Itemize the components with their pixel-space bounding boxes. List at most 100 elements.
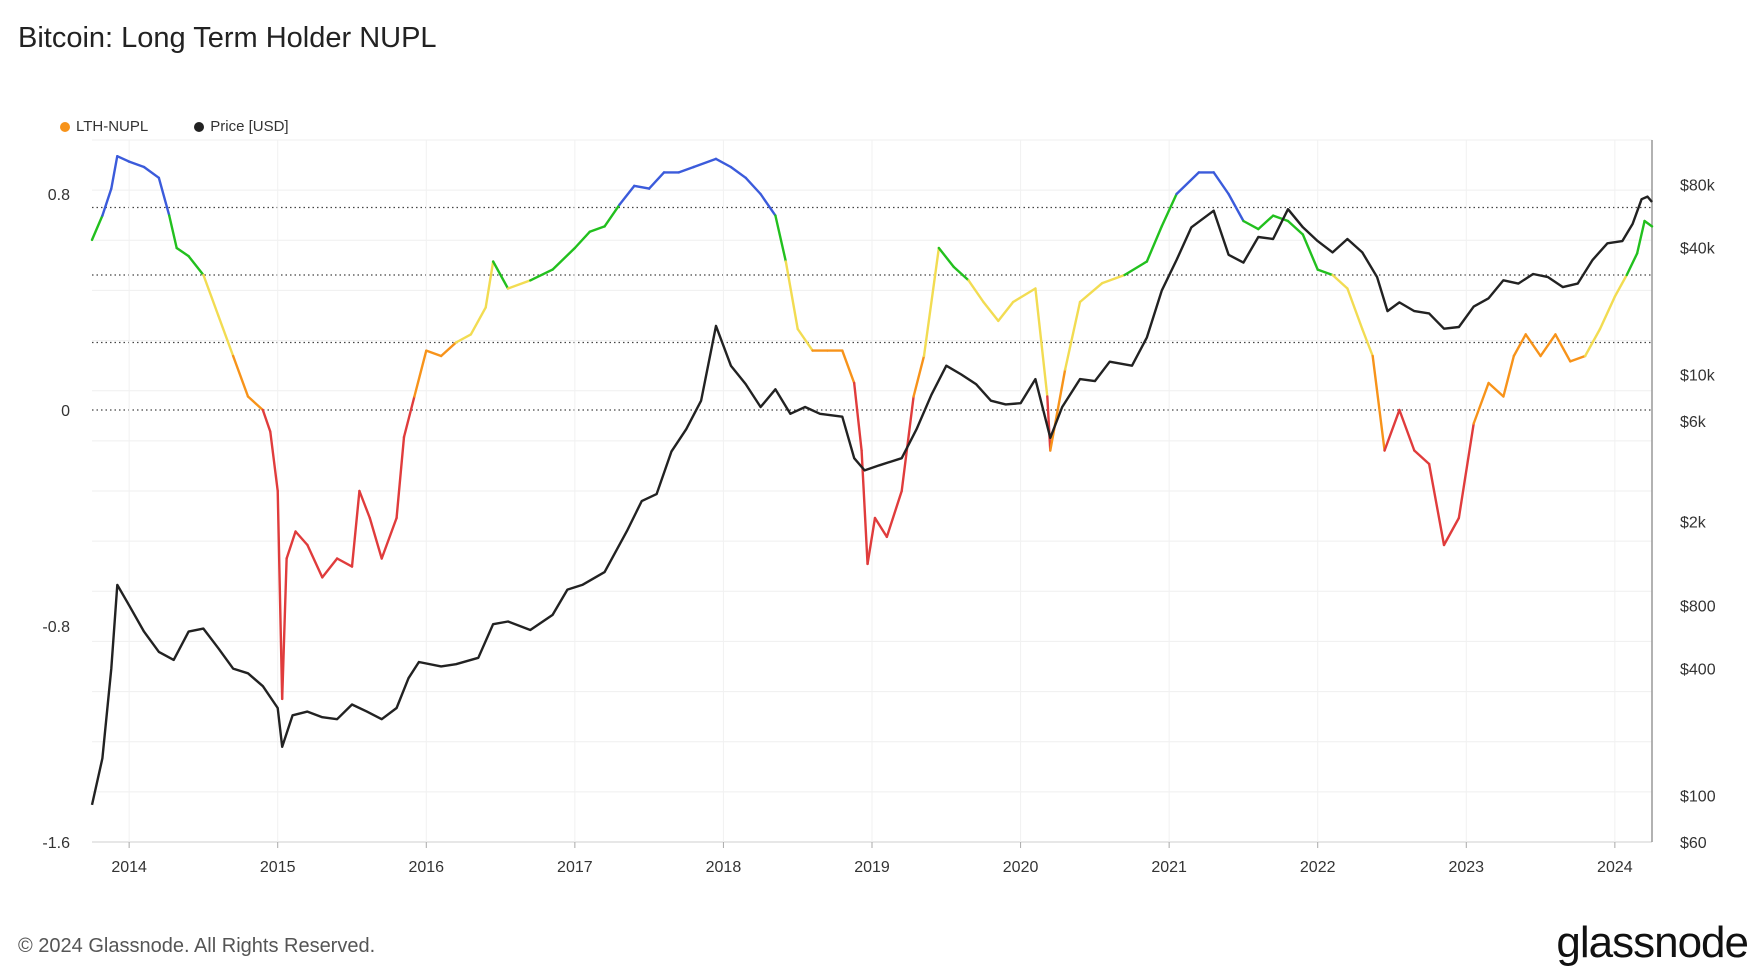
lth-nupl-segment: [1524, 333, 1542, 358]
lth-nupl-segment: [1613, 273, 1628, 298]
lth-nupl-segment: [491, 260, 510, 290]
lth-nupl-segment: [1242, 219, 1260, 231]
lth-nupl-segment: [967, 279, 985, 304]
lth-nupl-segment: [280, 557, 288, 701]
y-left-tick-label: 0.8: [48, 187, 70, 204]
legend-item-price[interactable]: Price [USD]: [194, 118, 289, 135]
lth-nupl-segment: [1442, 516, 1461, 547]
x-tick-label-2020: 2020: [1003, 859, 1039, 876]
lth-nupl-segment: [1175, 171, 1201, 196]
x-tick-label-2016: 2016: [408, 859, 444, 876]
lth-nupl-segment: [1046, 395, 1052, 452]
x-tick-label-2017: 2017: [557, 859, 593, 876]
lth-nupl-segment: [1271, 214, 1290, 223]
lth-nupl-segment: [1301, 233, 1319, 271]
lth-nupl-segment: [1598, 295, 1617, 331]
lth-nupl-segment: [335, 557, 354, 568]
lth-nupl-segment: [1123, 260, 1149, 277]
lth-nupl-segment: [1212, 171, 1230, 196]
lth-nupl-segment: [1457, 422, 1475, 520]
lth-nupl-segment: [484, 260, 495, 309]
lth-nupl-segment: [1398, 408, 1416, 452]
lth-nupl-segment: [110, 154, 119, 190]
lth-nupl-segment: [1063, 300, 1082, 371]
lth-nupl-segment: [633, 184, 651, 190]
lth-nupl-segment: [912, 354, 926, 398]
lth-nupl-segment: [1583, 327, 1602, 358]
price-usd-line: [90, 195, 1653, 806]
lth-nupl-segment: [1487, 381, 1505, 398]
lth-nupl-segment: [1331, 273, 1349, 290]
lth-nupl-segment: [922, 246, 941, 358]
lth-nupl-segment: [168, 214, 178, 250]
lth-nupl-segment: [202, 273, 220, 317]
x-tick-label-2018: 2018: [706, 859, 742, 876]
lth-nupl-segment: [1160, 192, 1178, 228]
lth-nupl-segment: [1361, 327, 1374, 358]
lth-nupl-segment: [1569, 354, 1587, 363]
lth-nupl-segment: [1502, 354, 1516, 398]
lth-nupl-segment: [551, 246, 577, 271]
lth-nupl-segment: [425, 349, 443, 358]
lth-nupl-segment: [276, 489, 284, 701]
lth-nupl-segment: [1413, 449, 1431, 466]
lth-nupl-segment: [1316, 268, 1334, 277]
lth-nupl-segment: [321, 557, 339, 579]
lth-nupl-segment: [285, 530, 297, 560]
lth-nupl-segment: [866, 516, 877, 566]
lth-nupl-segment: [413, 349, 428, 398]
lth-nupl-segment: [692, 157, 718, 169]
lth-nupl-segment: [1049, 368, 1067, 452]
lth-nupl-segment: [774, 214, 788, 263]
x-tick-label-2019: 2019: [854, 859, 890, 876]
lth-nupl-segment: [350, 489, 361, 568]
lth-nupl-segment: [358, 489, 372, 520]
lth-nupl-segment: [603, 203, 621, 228]
y-right-tick-label: $6k: [1680, 414, 1707, 431]
y-right-tick-label: $2k: [1680, 515, 1707, 532]
lth-nupl-segment: [127, 160, 146, 169]
lth-nupl-segment: [1101, 273, 1126, 285]
lth-nupl-segment: [368, 516, 383, 560]
lth-nupl-segment: [506, 279, 532, 290]
lth-nupl-segment: [744, 176, 762, 196]
lth-nupl-segment: [529, 268, 554, 282]
lth-nupl-segment: [142, 165, 161, 180]
lth-nupl-segment: [175, 246, 190, 258]
lth-nupl-segment: [573, 230, 591, 250]
lth-nupl-segment: [269, 430, 279, 493]
lth-nupl-segment: [1286, 219, 1305, 236]
lth-nupl-segment: [1011, 287, 1037, 304]
lth-nupl-segment: [469, 306, 487, 336]
chart-title: Bitcoin: Long Term Holder NUPL: [18, 22, 437, 54]
lth-nupl-segment: [1257, 214, 1275, 231]
lth-nupl-segment: [982, 300, 1000, 323]
lth-nupl-segment: [157, 176, 171, 217]
lth-nupl-segment: [217, 314, 235, 358]
lth-nupl-segment: [997, 300, 1015, 323]
x-tick-label-2024: 2024: [1597, 859, 1633, 876]
lth-nupl-segment: [852, 381, 863, 452]
lth-nupl-segment: [454, 333, 473, 344]
y-left-tick-label: -0.8: [42, 619, 70, 636]
y-right-tick-label: $10k: [1680, 367, 1716, 384]
x-tick-label-2015: 2015: [260, 859, 296, 876]
lth-nupl-segment: [841, 349, 856, 385]
lth-nupl-segment: [380, 516, 398, 560]
lth-nupl-segment: [1383, 408, 1401, 452]
lth-nupl-segment: [1472, 381, 1490, 425]
lth-nupl-segment: [1078, 281, 1104, 304]
lth-nupl-segment: [90, 214, 104, 242]
lth-nupl-segment: [647, 171, 666, 190]
lth-nupl-segment: [1635, 219, 1646, 255]
lth-nupl-segment: [1227, 192, 1245, 223]
glassnode-logo: glassnode: [1556, 918, 1749, 967]
legend-dot-lth-nupl: [60, 121, 70, 132]
lth-nupl-segment: [1371, 354, 1386, 452]
legend-item-lth-nupl[interactable]: LTH-NUPL: [60, 118, 148, 135]
lth-nupl-segment: [873, 516, 889, 539]
lth-nupl-segment: [439, 341, 458, 358]
lth-nupl-segment: [231, 354, 250, 398]
y-right-tick-label: $80k: [1680, 177, 1716, 194]
lth-nupl-segment: [1427, 462, 1446, 547]
